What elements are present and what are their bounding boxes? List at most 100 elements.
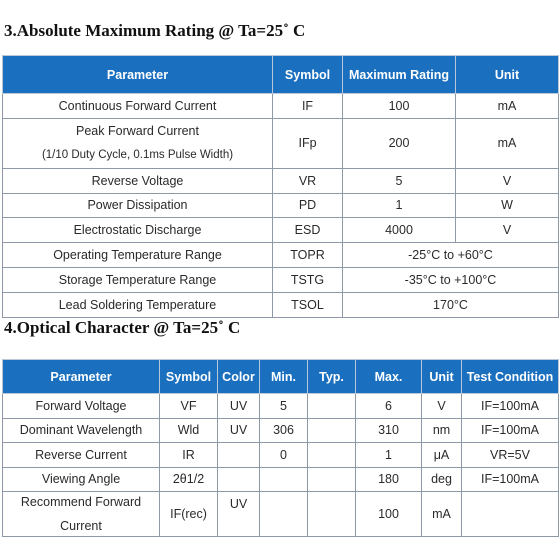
cell-parameter: Power Dissipation bbox=[2, 192, 273, 219]
col-header-symbol: Symbol bbox=[159, 359, 218, 394]
col-header-test-condition: Test Condition bbox=[461, 359, 559, 394]
cell-parameter-line2: Current bbox=[60, 519, 102, 534]
cell-symbol: TSTG bbox=[272, 266, 343, 293]
cell-color: UV bbox=[217, 393, 260, 419]
col-header-min: Min. bbox=[259, 359, 308, 394]
cell-parameter: Reverse Current bbox=[2, 442, 160, 468]
table-header-row: Parameter Symbol Color Min. Typ. Max. Un… bbox=[2, 359, 559, 394]
cell-color: UV bbox=[217, 417, 260, 444]
cell-parameter: Operating Temperature Range bbox=[2, 242, 273, 268]
cell-rating-merged: 170°C bbox=[342, 291, 559, 318]
col-header-max: Max. bbox=[355, 359, 422, 394]
table-row: Reverse Current IR 0 1 μA VR=5V bbox=[2, 442, 559, 468]
cell-parameter: Peak Forward Current (1/10 Duty Cycle, 0… bbox=[2, 117, 273, 169]
cell-unit: mA bbox=[455, 117, 559, 169]
table-row: Reverse Voltage VR 5 V bbox=[2, 167, 559, 194]
col-header-parameter: Parameter bbox=[2, 359, 160, 394]
cell-min bbox=[259, 491, 308, 538]
cell-typ bbox=[307, 393, 356, 419]
cell-typ bbox=[307, 417, 356, 444]
col-header-maximum-rating: Maximum Rating bbox=[342, 55, 456, 94]
cell-unit: V bbox=[455, 217, 559, 244]
cell-unit: V bbox=[421, 393, 462, 419]
cell-parameter-line1: Recommend Forward bbox=[20, 495, 142, 510]
cell-rating-merged: -35°C to +100°C bbox=[342, 266, 559, 293]
cell-max: 1 bbox=[355, 442, 422, 468]
optical-character-table: Parameter Symbol Color Min. Typ. Max. Un… bbox=[2, 359, 559, 538]
cell-rating: 100 bbox=[342, 93, 456, 119]
cell-max: 6 bbox=[355, 393, 422, 419]
cell-rating: 200 bbox=[342, 117, 456, 169]
cell-symbol: IF bbox=[272, 93, 343, 119]
cell-typ bbox=[307, 442, 356, 468]
cell-parameter: Electrostatic Discharge bbox=[2, 217, 273, 244]
col-header-parameter: Parameter bbox=[2, 55, 273, 94]
cell-max: 180 bbox=[355, 466, 422, 493]
table-row: Peak Forward Current (1/10 Duty Cycle, 0… bbox=[2, 117, 559, 169]
cell-min: 0 bbox=[259, 442, 308, 468]
table-row: Lead Soldering Temperature TSOL 170°C bbox=[2, 291, 559, 318]
cell-symbol: IR bbox=[159, 442, 218, 468]
table-row: Power Dissipation PD 1 W bbox=[2, 192, 559, 219]
cell-parameter: Reverse Voltage bbox=[2, 167, 273, 194]
section-title-absolute-maximum-rating: 3.Absolute Maximum Rating @ Ta=25˚ C bbox=[4, 21, 306, 40]
cell-parameter-main: Peak Forward Current bbox=[76, 124, 199, 139]
cell-min: 306 bbox=[259, 417, 308, 444]
cell-max: 310 bbox=[355, 417, 422, 444]
cell-symbol: Wld bbox=[159, 417, 218, 444]
cell-symbol: IFp bbox=[272, 117, 343, 169]
cell-color: UV bbox=[217, 491, 260, 538]
cell-parameter-stack: Recommend Forward Current bbox=[5, 492, 157, 536]
cell-parameter: Continuous Forward Current bbox=[2, 93, 273, 119]
cell-min: 5 bbox=[259, 393, 308, 419]
cell-parameter: Recommend Forward Current bbox=[2, 491, 160, 538]
cell-parameter: Forward Voltage bbox=[2, 393, 160, 419]
cell-symbol: IF(rec) bbox=[159, 491, 218, 538]
cell-condition: VR=5V bbox=[461, 442, 559, 468]
cell-min bbox=[259, 466, 308, 493]
absolute-maximum-rating-table: Parameter Symbol Maximum Rating Unit Con… bbox=[2, 55, 559, 318]
table-row: Electrostatic Discharge ESD 4000 V bbox=[2, 217, 559, 244]
cell-symbol: ESD bbox=[272, 217, 343, 244]
cell-unit: mA bbox=[421, 491, 462, 538]
col-header-unit: Unit bbox=[421, 359, 462, 394]
cell-max: 100 bbox=[355, 491, 422, 538]
table-row: Dominant Wavelength Wld UV 306 310 nm IF… bbox=[2, 417, 559, 444]
cell-parameter-stack: Peak Forward Current (1/10 Duty Cycle, 0… bbox=[5, 121, 270, 165]
cell-parameter-note: (1/10 Duty Cycle, 0.1ms Pulse Width) bbox=[41, 149, 234, 162]
col-header-unit: Unit bbox=[455, 55, 559, 94]
cell-unit: mA bbox=[455, 93, 559, 119]
cell-symbol: VF bbox=[159, 393, 218, 419]
cell-symbol: TSOL bbox=[272, 291, 343, 318]
cell-symbol: PD bbox=[272, 192, 343, 219]
cell-unit: deg bbox=[421, 466, 462, 493]
table-row: Operating Temperature Range TOPR -25°C t… bbox=[2, 242, 559, 268]
cell-parameter: Storage Temperature Range bbox=[2, 266, 273, 293]
col-header-typ: Typ. bbox=[307, 359, 356, 394]
cell-rating: 1 bbox=[342, 192, 456, 219]
cell-color bbox=[217, 442, 260, 468]
cell-symbol: 2θ1/2 bbox=[159, 466, 218, 493]
cell-condition: IF=100mA bbox=[461, 417, 559, 444]
table-row: Viewing Angle 2θ1/2 180 deg IF=100mA bbox=[2, 466, 559, 493]
col-header-color: Color bbox=[217, 359, 260, 394]
table-row: Forward Voltage VF UV 5 6 V IF=100mA bbox=[2, 393, 559, 419]
cell-typ bbox=[307, 491, 356, 538]
cell-rating-merged: -25°C to +60°C bbox=[342, 242, 559, 268]
cell-parameter: Dominant Wavelength bbox=[2, 417, 160, 444]
cell-typ bbox=[307, 466, 356, 493]
cell-parameter: Lead Soldering Temperature bbox=[2, 291, 273, 318]
table-row: Storage Temperature Range TSTG -35°C to … bbox=[2, 266, 559, 293]
cell-symbol: VR bbox=[272, 167, 343, 194]
table-row: Recommend Forward Current IF(rec) UV 100… bbox=[2, 491, 559, 538]
table-header-row: Parameter Symbol Maximum Rating Unit bbox=[2, 55, 559, 94]
cell-rating: 4000 bbox=[342, 217, 456, 244]
cell-unit: W bbox=[455, 192, 559, 219]
cell-condition: IF=100mA bbox=[461, 466, 559, 493]
cell-condition bbox=[461, 491, 559, 538]
col-header-symbol: Symbol bbox=[272, 55, 343, 94]
cell-condition: IF=100mA bbox=[461, 393, 559, 419]
table-row: Continuous Forward Current IF 100 mA bbox=[2, 93, 559, 119]
cell-unit: V bbox=[455, 167, 559, 194]
cell-unit: nm bbox=[421, 417, 462, 444]
